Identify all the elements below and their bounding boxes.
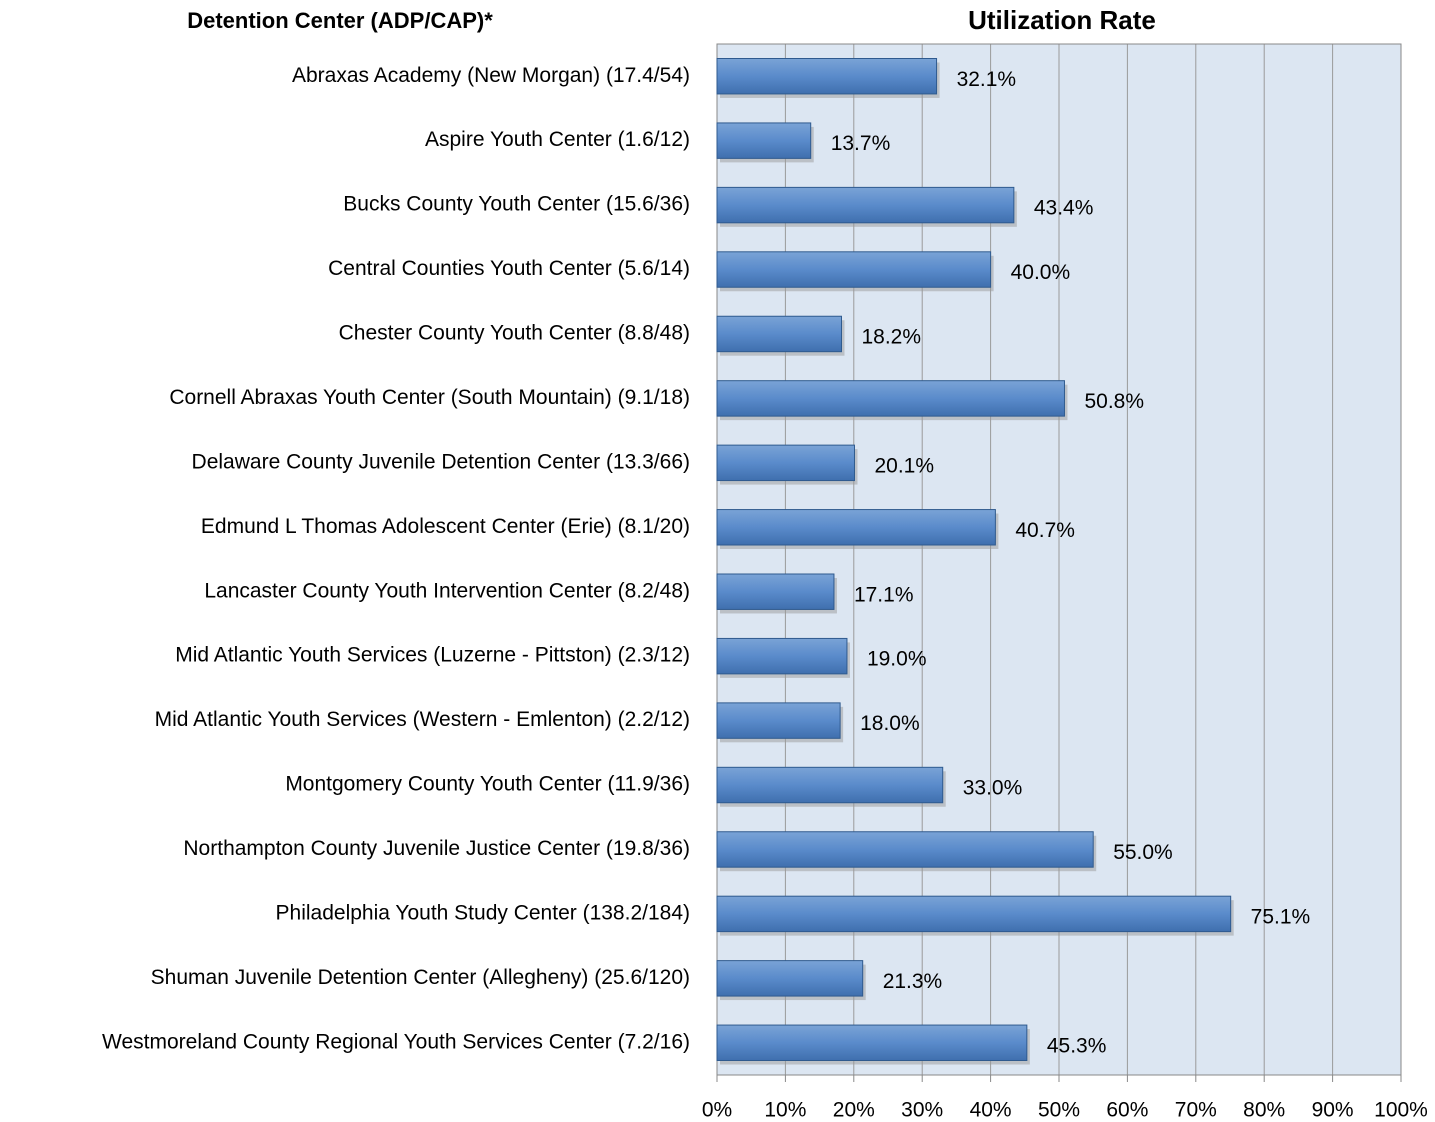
bar: [716, 186, 1015, 224]
value-label: 40.7%: [1015, 519, 1075, 542]
bar: [716, 315, 842, 353]
bar: [716, 1024, 1028, 1062]
x-tick-label: 30%: [901, 1099, 943, 1122]
x-tick-label: 10%: [764, 1099, 806, 1122]
bar: [716, 766, 944, 804]
value-label: 75.1%: [1251, 905, 1311, 928]
y-tick-label: Cornell Abraxas Youth Center (South Moun…: [169, 386, 690, 409]
y-tick-label: Lancaster County Youth Intervention Cent…: [204, 579, 690, 602]
value-label: 43.4%: [1034, 197, 1094, 220]
bar: [716, 702, 841, 739]
y-tick-label: Shuman Juvenile Detention Center (Allegh…: [151, 966, 690, 989]
x-tick-label: 20%: [833, 1099, 875, 1122]
y-tick-label: Delaware County Juvenile Detention Cente…: [192, 450, 690, 473]
y-tick-label: Central Counties Youth Center (5.6/14): [328, 257, 690, 280]
y-tick-label: Abraxas Academy (New Morgan) (17.4/54): [292, 64, 690, 87]
value-label: 13.7%: [831, 132, 891, 155]
y-tick-label: Aspire Youth Center (1.6/12): [425, 128, 690, 151]
bar: [716, 444, 855, 482]
y-tick-label: Montgomery County Youth Center (11.9/36): [285, 773, 690, 796]
value-label: 55.0%: [1113, 841, 1173, 864]
value-label: 45.3%: [1047, 1034, 1107, 1057]
value-label: 18.0%: [860, 712, 920, 735]
x-tick-label: 70%: [1175, 1099, 1217, 1122]
x-tick-label: 100%: [1374, 1099, 1428, 1122]
bar: [716, 251, 992, 288]
x-tick-label: 40%: [970, 1099, 1012, 1122]
y-tick-label: Mid Atlantic Youth Services (Western - E…: [155, 708, 690, 731]
bar: [716, 895, 1232, 933]
y-tick-label: Mid Atlantic Youth Services (Luzerne - P…: [175, 644, 690, 667]
value-label: 50.8%: [1084, 390, 1144, 413]
y-tick-label: Philadelphia Youth Study Center (138.2/1…: [276, 901, 690, 924]
value-label: 17.1%: [854, 583, 914, 606]
x-tick-label: 60%: [1106, 1099, 1148, 1122]
value-label: 20.1%: [874, 454, 934, 477]
plot-border: [716, 43, 1402, 1076]
x-tick-label: 90%: [1312, 1099, 1354, 1122]
bar: [716, 57, 938, 95]
chart-title: Utilization Rate: [968, 5, 1156, 35]
y-tick-label: Northampton County Juvenile Justice Cent…: [183, 837, 690, 860]
value-label: 33.0%: [963, 777, 1023, 800]
bar: [716, 573, 835, 610]
bar: [716, 960, 864, 997]
y-tick-label: Chester County Youth Center (8.8/48): [339, 322, 690, 345]
value-label: 32.1%: [957, 68, 1017, 91]
x-tick-label: 80%: [1243, 1099, 1285, 1122]
bar: [716, 831, 1094, 868]
value-label: 19.0%: [867, 648, 927, 671]
value-label: 40.0%: [1011, 261, 1071, 284]
x-tick-label: 0%: [702, 1099, 732, 1122]
bar: [716, 122, 812, 159]
x-tick-label: 50%: [1038, 1099, 1080, 1122]
bar: [716, 380, 1065, 417]
y-tick-label: Edmund L Thomas Adolescent Center (Erie)…: [201, 515, 690, 538]
y-axis-label: Detention Center (ADP/CAP)*: [187, 8, 493, 33]
bar: [716, 509, 996, 546]
value-label: 21.3%: [883, 970, 943, 993]
y-tick-label: Westmoreland County Regional Youth Servi…: [102, 1030, 690, 1053]
value-label: 18.2%: [861, 326, 921, 349]
bar: [716, 637, 848, 675]
y-tick-label: Bucks County Youth Center (15.6/36): [343, 193, 690, 216]
